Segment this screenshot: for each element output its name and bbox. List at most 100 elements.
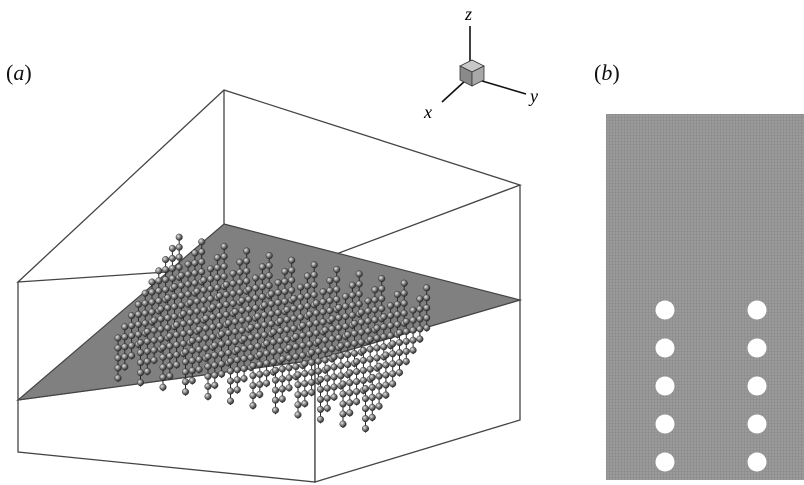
bead: [353, 358, 361, 366]
bead: [134, 330, 142, 338]
bead: [281, 277, 289, 285]
bead: [164, 294, 172, 302]
bead: [294, 391, 302, 399]
bead: [274, 299, 282, 307]
bead: [368, 403, 376, 411]
bead: [256, 380, 264, 388]
bead: [188, 357, 196, 365]
bead: [209, 303, 217, 311]
bead: [368, 393, 376, 401]
bead: [238, 306, 246, 314]
bead: [222, 311, 230, 319]
bead: [299, 331, 307, 339]
bead: [220, 262, 228, 270]
bead: [175, 263, 183, 271]
bead: [375, 382, 383, 390]
bead: [301, 380, 309, 388]
y-axis-label: y: [528, 86, 538, 106]
bead: [308, 378, 316, 386]
bead: [382, 351, 390, 359]
bead: [233, 346, 241, 354]
bead: [247, 333, 255, 341]
bead: [226, 397, 234, 405]
panel-b-label: (b): [594, 60, 620, 85]
bead: [317, 415, 325, 423]
bead: [326, 277, 334, 285]
bead: [166, 332, 174, 340]
bead: [285, 374, 293, 382]
bead: [134, 320, 142, 328]
bead: [249, 382, 257, 390]
bead: [200, 296, 208, 304]
bead: [339, 400, 347, 408]
bead: [159, 343, 167, 351]
bead: [247, 343, 255, 351]
bead: [261, 311, 269, 319]
bead: [278, 375, 286, 383]
bead: [301, 390, 309, 398]
bead: [375, 362, 383, 370]
bead: [396, 339, 404, 347]
bead: [346, 369, 354, 377]
bead: [220, 272, 228, 280]
bead: [265, 282, 273, 290]
bead: [173, 331, 181, 339]
bead: [276, 327, 284, 335]
bead: [181, 368, 189, 376]
bead: [344, 331, 352, 339]
bead: [310, 271, 318, 279]
bead: [238, 326, 246, 334]
bead: [179, 310, 187, 318]
bead: [224, 339, 232, 347]
bead: [204, 362, 212, 370]
bead: [290, 304, 298, 312]
bead: [222, 291, 230, 299]
bead: [252, 274, 260, 282]
bead: [177, 301, 185, 309]
bead: [175, 253, 183, 261]
bead: [195, 355, 203, 363]
bead: [301, 370, 309, 378]
bead: [321, 346, 329, 354]
bead: [215, 302, 223, 310]
bead: [294, 381, 302, 389]
bead: [240, 335, 248, 343]
bead: [229, 299, 237, 307]
bead: [328, 315, 336, 323]
mesh-hole: [747, 414, 767, 434]
bead: [166, 342, 174, 350]
panel-a-label: (a): [6, 60, 32, 85]
bead: [409, 306, 417, 314]
bead: [159, 353, 167, 361]
bead: [301, 400, 309, 408]
bead: [326, 307, 334, 315]
bead: [170, 293, 178, 301]
bead: [207, 265, 215, 273]
mesh-hole: [655, 338, 675, 358]
bead: [297, 293, 305, 301]
bead: [339, 410, 347, 418]
bead: [265, 272, 273, 280]
bead: [269, 328, 277, 336]
bead: [274, 289, 282, 297]
bead: [402, 327, 410, 335]
bead: [175, 233, 183, 241]
bead: [173, 351, 181, 359]
bead: [348, 281, 356, 289]
bead: [387, 322, 395, 330]
mesh-hole: [655, 414, 675, 434]
bead: [200, 306, 208, 314]
bead: [283, 316, 291, 324]
bead: [226, 367, 234, 375]
bead: [236, 258, 244, 266]
bead: [310, 261, 318, 269]
panel-b-figure: [606, 114, 804, 480]
bead: [402, 357, 410, 365]
bead: [333, 265, 341, 273]
bead: [218, 340, 226, 348]
bead: [368, 373, 376, 381]
bead: [202, 324, 210, 332]
bead: [224, 349, 232, 357]
bead: [292, 353, 300, 361]
bead: [362, 405, 370, 413]
